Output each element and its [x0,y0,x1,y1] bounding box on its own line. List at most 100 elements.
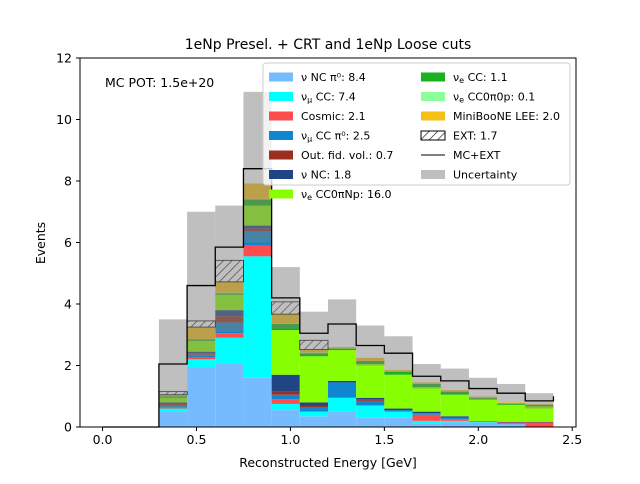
bar-segment-s3-b12 [440,417,469,420]
bar-segment-s1-b2 [158,408,188,412]
bar-segment-s3-b10 [384,410,413,412]
legend-swatch-4 [269,150,293,160]
bar-segment-s0-b14 [497,423,526,427]
x-tick-label-1: 0.5 [187,432,207,447]
bar-segment-s3-b11 [412,413,441,415]
bar-segment-s3-b6 [271,394,300,400]
bar-segment-s6-b15 [525,406,554,422]
legend-swatch-9 [421,111,445,121]
bar-segment-s0-b2 [158,411,188,427]
bar-segment-s0-b3 [187,367,216,427]
x-tick-label-3: 1.5 [374,432,394,447]
x-tick-label-4: 2.0 [468,432,488,447]
x-axis-label: Reconstructed Energy [GeV] [239,455,417,470]
bar-segment-s4-b6 [271,391,300,395]
x-tick-label-5: 2.5 [562,432,582,447]
bar-segment-s4-b9 [356,399,385,401]
bar-segment-s1-b7 [299,411,328,417]
x-tick-label-0: 0.0 [93,432,113,447]
bar-segment-s5-b13 [468,421,498,422]
bar-segment-s2-b6 [271,399,300,404]
bar-segment-s1-b5 [243,256,272,378]
bar-segment-s3-b8 [328,382,357,398]
legend-label-8: νe CC0π0p: 0.1 [453,91,535,105]
bar-segment-s1-b3 [187,359,216,368]
bar-segment-s0-b12 [440,422,469,427]
bar-segment-s2-b14 [497,422,526,424]
bar-segment-s1-b12 [440,420,469,423]
bar-segment-s6-b9 [356,363,385,398]
bar-segment-s6-b14 [497,404,526,422]
bar-segment-s1-b4 [215,337,244,364]
legend-label-11: MC+EXT [453,149,501,162]
bar-segment-s7-b10 [384,371,413,375]
bar-segment-s3-b7 [299,407,328,412]
legend-swatch-6 [269,189,293,199]
legend-label-1: νμ CC: 7.4 [301,91,356,105]
bar-segment-s5-b15 [525,421,554,423]
bar-segment-s2-b15 [525,422,554,427]
bar-segment-s6-b10 [384,374,413,409]
uncertainty-band-b10 [384,336,413,372]
legend-label-10: EXT: 1.7 [453,130,498,143]
legend-label-9: MiniBooNE LEE: 2.0 [453,110,560,123]
bar-segment-s6-b8 [328,350,357,381]
bar-segment-s1-b9 [356,405,385,418]
legend-swatch-5 [269,170,293,179]
y-tick-label-5: 10 [56,112,72,127]
y-tick-label-0: 0 [64,420,72,435]
legend-box [262,62,571,186]
bar-segment-s2-b4 [215,333,244,338]
bar-segment-s2-b5 [243,245,272,257]
bar-segment-s0-b4 [215,363,244,427]
legend-swatch-7 [421,72,445,82]
x-tick-label-2: 1.0 [280,432,300,447]
pot-annotation: MC POT: 1.5e+20 [105,75,214,90]
legend-swatch-0 [269,72,293,82]
bar-segment-s5-b10 [384,408,413,411]
legend-label-12: Uncertainty [453,169,518,182]
bar-segment-s7-b7 [299,353,328,357]
bar-segment-s5-b8 [328,380,357,383]
bar-segment-s0-b11 [412,423,441,427]
y-tick-label-4: 8 [64,174,72,189]
y-tick-label-2: 4 [64,297,72,312]
bar-segment-s5-b11 [412,411,441,414]
legend-label-3: νμ CC π⁰: 2.5 [301,130,370,144]
legend-label-4: Out. fid. vol.: 0.7 [301,149,393,162]
bar-segment-s2-b3 [187,357,216,360]
bar-segment-s0-b13 [468,422,498,427]
bar-segment-s7-b14 [497,403,526,405]
legend-label-5: ν NC: 1.8 [301,169,351,182]
bar-segment-s5-b6 [271,374,300,392]
bar-segment-s6-b6 [271,330,300,375]
bar-segment-s5-b7 [299,402,328,406]
bar-segment-s6-b12 [440,394,469,417]
legend-label-7: νe CC: 1.1 [453,71,508,85]
uncertainty-band-b4 [215,205,244,332]
bar-segment-s9-b14 [497,402,526,404]
legend-label-0: ν NC π⁰: 8.4 [301,71,366,84]
bar-segment-s7-b8 [328,348,357,351]
bar-segment-s6-b7 [299,356,328,403]
bar-segment-s5-b12 [440,416,469,418]
legend-swatch-8 [421,92,445,101]
mc-ext-total-line [102,168,555,428]
chart-title: 1eNp Presel. + CRT and 1eNp Loose cuts [185,37,471,53]
y-tick-label-1: 2 [64,358,72,373]
bar-segment-s1-b8 [328,397,357,412]
bar-segment-s3-b9 [356,400,385,406]
bar-segment-s6-b13 [468,399,498,422]
bar-segment-s0-b5 [243,377,272,427]
uncertainty-band-b3 [187,211,216,357]
bar-segment-s1-b11 [412,420,441,424]
bar-segment-s2-b11 [412,414,441,421]
y-axis-label: Events [33,222,48,264]
bar-segment-s0-b10 [384,417,413,427]
bar-segment-s6-b11 [412,387,441,412]
y-tick-label-6: 12 [56,51,72,66]
bar-segment-s5-b14 [497,421,526,423]
legend-swatch-2 [269,111,293,121]
